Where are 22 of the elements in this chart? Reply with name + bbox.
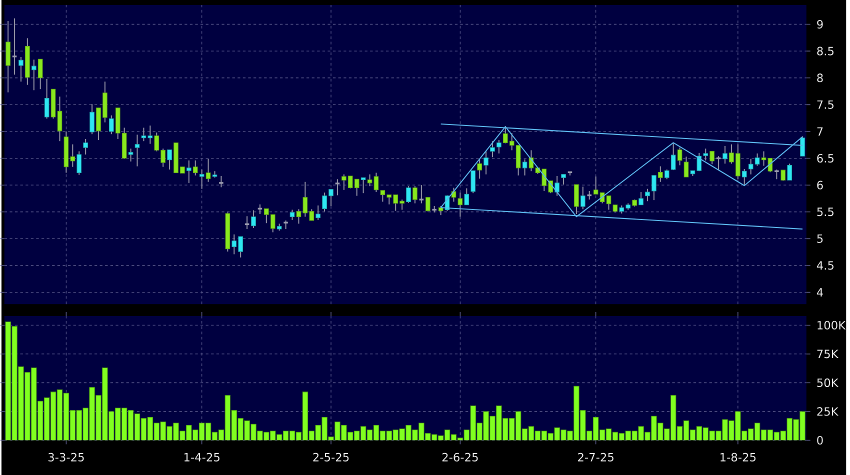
x-tick-label: 2-5-25 <box>313 452 349 462</box>
y-tick-label: 100K <box>818 320 846 330</box>
x-tick-label: 1-4-25 <box>184 452 220 462</box>
x-tick-label: 3-3-25 <box>48 452 84 462</box>
y-tick-label: 25K <box>817 407 839 416</box>
y-tick-label: 50K <box>817 378 839 388</box>
y-tick-label: 8.5 <box>817 46 834 56</box>
y-tick-label: 4 <box>816 288 823 296</box>
y-tick-label: 0 <box>817 436 823 445</box>
y-tick-label: 7.5 <box>817 100 834 109</box>
y-tick-label: 8 <box>817 74 823 82</box>
y-tick-label: 6.5 <box>817 154 834 163</box>
x-tick-label: 2-6-25 <box>442 452 478 462</box>
y-tick-label: 5.5 <box>817 208 834 216</box>
y-tick-label: 5 <box>817 234 823 243</box>
y-tick-label: 6 <box>817 180 823 190</box>
y-tick-label: 9 <box>817 20 823 29</box>
x-tick-label: 1-8-25 <box>720 452 756 462</box>
y-tick-label: 4.5 <box>816 261 834 270</box>
y-tick-label: 75K <box>817 350 839 358</box>
y-tick-label: 7 <box>817 127 823 136</box>
x-tick-label: 2-7-25 <box>578 452 614 462</box>
